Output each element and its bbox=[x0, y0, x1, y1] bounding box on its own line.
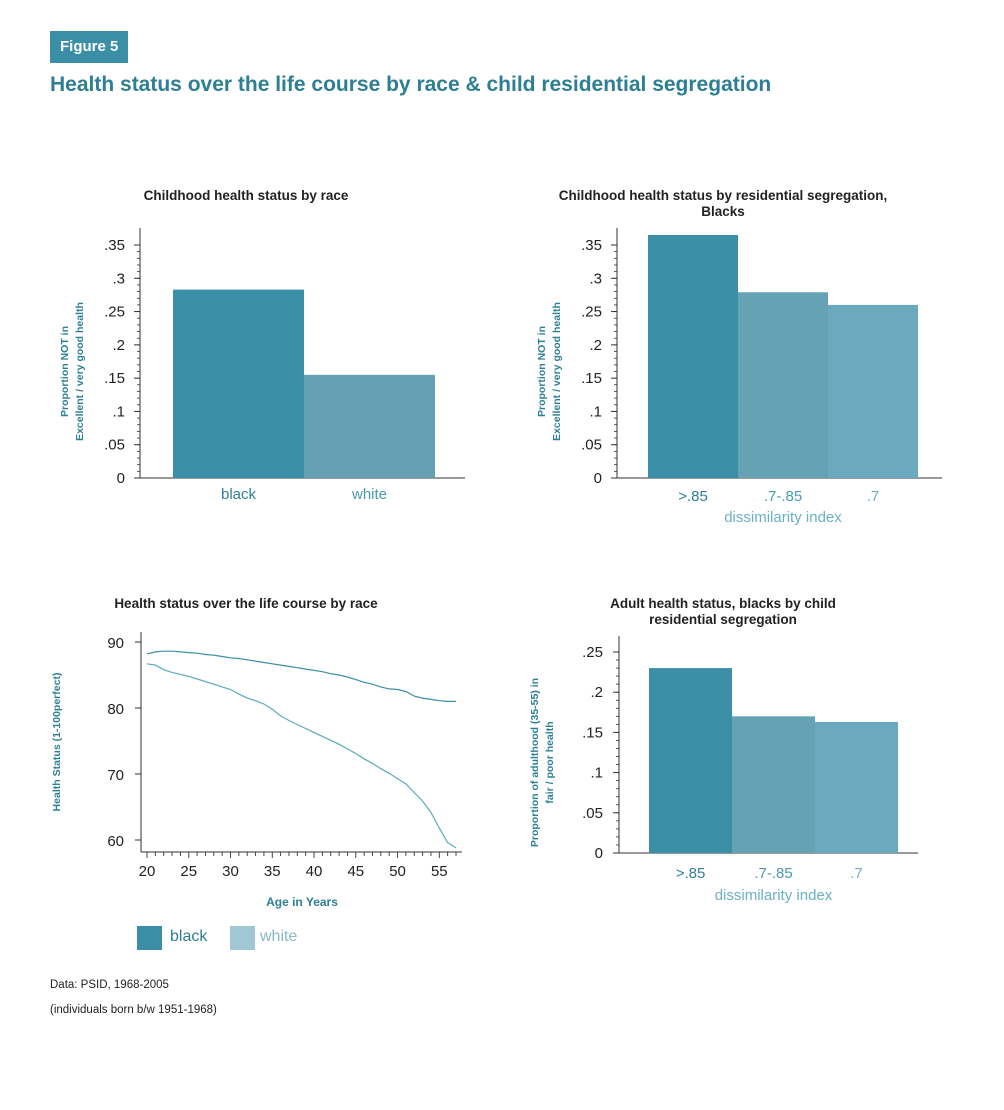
chart-1-ytick-label: .05 bbox=[581, 437, 602, 454]
chart-1-category-label-0: >.85 bbox=[678, 488, 708, 505]
chart-0-ylabel-line-1: Excellent / very good health bbox=[74, 302, 86, 441]
chart-2-xtick-label: 50 bbox=[389, 863, 406, 880]
chart-2-xtick-label: 30 bbox=[222, 863, 239, 880]
chart-1-ylabel-line-0: Proportion NOT in bbox=[536, 326, 548, 417]
chart-3-xlabel: dissimilarity index bbox=[715, 887, 833, 904]
chart-1-ytick-label: .25 bbox=[581, 304, 602, 321]
chart-3-bar-1 bbox=[732, 716, 815, 853]
legend-swatch-white bbox=[230, 926, 255, 950]
chart-3-category-label-1: .7-.85 bbox=[754, 865, 792, 882]
chart-0-bar-1 bbox=[304, 375, 435, 478]
chart-3-bar-0 bbox=[649, 668, 732, 853]
chart-0-ytick-label: 0 bbox=[117, 470, 125, 487]
chart-1-ylabel-line-1: Excellent / very good health bbox=[551, 302, 563, 441]
chart-1-title-line-1: Blacks bbox=[701, 204, 745, 219]
chart-2-title-line-0: Health status over the life course by ra… bbox=[114, 596, 378, 611]
chart-0-category-label-1: white bbox=[351, 486, 387, 503]
chart-2-series-black-line bbox=[147, 664, 456, 848]
chart-3-ylabel: Proportion of adulthood (35-55) in fair /… bbox=[529, 678, 556, 847]
chart-3-ytick-label: .2 bbox=[590, 684, 603, 701]
chart-2-xtick-label: 25 bbox=[180, 863, 197, 880]
chart-1-ytick-label: .35 bbox=[581, 237, 602, 254]
chart-2-xtick-label: 35 bbox=[264, 863, 281, 880]
chart-0-bar-0 bbox=[173, 290, 304, 478]
chart-3-title-line-1: residential segregation bbox=[649, 612, 797, 627]
chart-3-bar-2 bbox=[815, 722, 898, 853]
legend-swatch-black bbox=[137, 926, 162, 950]
chart-0-category-label-0: black bbox=[221, 486, 257, 503]
chart-1-bar-2 bbox=[828, 305, 918, 478]
data-source-note: Data: PSID, 1968-2005 bbox=[50, 979, 169, 991]
chart-2-xtick-label: 20 bbox=[139, 863, 156, 880]
chart-0-ytick-label: .2 bbox=[112, 337, 125, 354]
chart-1-category-label-1: .7-.85 bbox=[764, 488, 802, 505]
chart-1-ytick-label: .2 bbox=[589, 337, 602, 354]
chart-0-ylabel-line-0: Proportion NOT in bbox=[59, 326, 71, 417]
legend-label-white: white bbox=[260, 928, 297, 946]
chart-1-title-line-0: Childhood health status by residential s… bbox=[559, 188, 888, 203]
chart-3-ytick-label: .15 bbox=[582, 724, 603, 741]
chart-2-ytick-label: 70 bbox=[107, 767, 124, 784]
chart-2-series-white-line bbox=[147, 651, 456, 701]
chart-0-ytick-label: .3 bbox=[112, 270, 125, 287]
chart-3-ylabel-line-1: fair / poor health bbox=[544, 721, 556, 803]
chart-2-ytick-label: 80 bbox=[107, 701, 124, 718]
chart-1-ytick-label: .1 bbox=[589, 403, 602, 420]
chart-0-title-line-0: Childhood health status by race bbox=[144, 188, 349, 203]
chart-3-ytick-label: .05 bbox=[582, 805, 603, 822]
chart-3-title-line-0: Adult health status, blacks by child bbox=[610, 596, 836, 611]
chart-0-ylabel: Proportion NOT in Excellent / very good h… bbox=[59, 302, 86, 441]
chart-2-xtick-label: 55 bbox=[431, 863, 448, 880]
chart-0-ytick-label: .25 bbox=[104, 304, 125, 321]
chart-2-xtick-label: 40 bbox=[306, 863, 323, 880]
chart-1-ylabel: Proportion NOT in Excellent / very good h… bbox=[536, 302, 563, 441]
chart-0-ytick-label: .05 bbox=[104, 437, 125, 454]
chart-1-xlabel: dissimilarity index bbox=[724, 509, 842, 526]
chart-3-ylabel-line-0: Proportion of adulthood (35-55) in bbox=[529, 678, 541, 847]
chart-3-category-label-2: .7 bbox=[850, 865, 863, 882]
chart-1-bar-1 bbox=[738, 292, 828, 478]
chart-2-ylabel: Health Status (1-100perfect) bbox=[51, 673, 63, 812]
legend-label-black: black bbox=[170, 928, 207, 946]
sample-note: (individuals born b/w 1951-1968) bbox=[50, 1004, 217, 1016]
chart-1-ytick-label: .15 bbox=[581, 370, 602, 387]
chart-1-ytick-label: 0 bbox=[594, 470, 602, 487]
chart-2-ylabel-line-0: Health Status (1-100perfect) bbox=[51, 673, 63, 812]
chart-3-category-label-0: >.85 bbox=[676, 865, 706, 882]
chart-3-ytick-label: .25 bbox=[582, 644, 603, 661]
chart-0-ytick-label: .35 bbox=[104, 237, 125, 254]
chart-1-ytick-label: .3 bbox=[589, 270, 602, 287]
chart-3-ytick-label: .1 bbox=[590, 765, 603, 782]
chart-2-xlabel: Age in Years bbox=[266, 895, 338, 909]
chart-1-bar-0 bbox=[648, 235, 738, 478]
chart-2-ytick-label: 60 bbox=[107, 833, 124, 850]
chart-0-ytick-label: .15 bbox=[104, 370, 125, 387]
chart-1-category-label-2: .7 bbox=[867, 488, 880, 505]
chart-2-xtick-label: 45 bbox=[347, 863, 364, 880]
chart-0-ytick-label: .1 bbox=[112, 403, 125, 420]
chart-3-ytick-label: 0 bbox=[595, 845, 603, 862]
chart-2-ytick-label: 90 bbox=[107, 635, 124, 652]
